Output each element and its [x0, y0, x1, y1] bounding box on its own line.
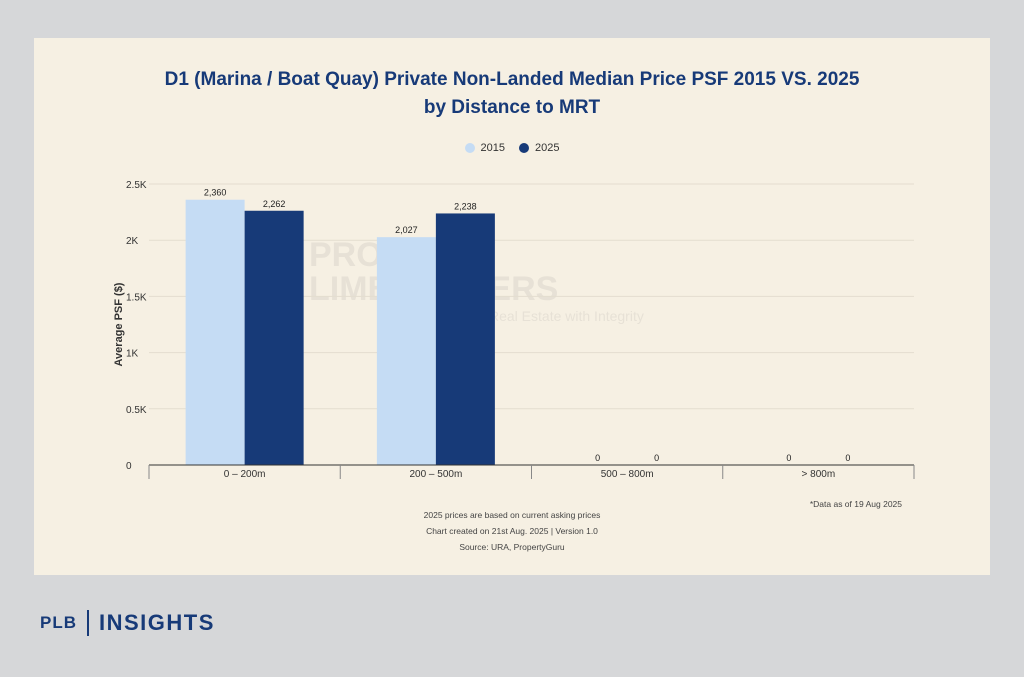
y-tick-label: 0.5K: [126, 405, 147, 416]
bar-2025-0: [244, 210, 304, 465]
x-tick-label: 200 – 500m: [409, 469, 462, 480]
data-label: 0: [845, 453, 850, 463]
y-tick-label: 2K: [126, 236, 139, 247]
legend-swatch-2015: [464, 143, 475, 153]
legend-label-2015: 2015: [480, 142, 505, 154]
chart-title-line2: by Distance to MRT: [423, 97, 601, 118]
data-label: 2,027: [395, 225, 418, 235]
data-label: 2,262: [263, 199, 286, 209]
bar-2015-0: [185, 199, 245, 465]
y-tick-label: 1.5K: [126, 292, 147, 303]
x-tick-label: > 800m: [802, 469, 836, 480]
legend-item-2015[interactable]: 2015: [464, 142, 505, 154]
x-tick-label: 0 – 200m: [224, 469, 266, 480]
data-label: 2,238: [454, 201, 477, 211]
data-label: 2,360: [204, 188, 227, 198]
bar-chart: 0 0.5K 1K 1.5K 2K 2.5K Average PSF ($) 2,360 2,0…: [113, 180, 915, 480]
brand-insights: INSIGHTS: [99, 610, 215, 635]
brand-divider: [87, 610, 89, 636]
data-label: 0: [595, 453, 600, 463]
chart-legend: 2015 2025: [34, 142, 990, 154]
chart-title-line1: D1 (Marina / Boat Quay) Private Non-Land…: [164, 69, 860, 90]
x-tick-label: 500 – 800m: [601, 469, 654, 480]
chart-card: D1 (Marina / Boat Quay) Private Non-Land…: [34, 38, 990, 575]
chart-title: D1 (Marina / Boat Quay) Private Non-Land…: [34, 66, 990, 122]
note-data-as-of: *Data as of 19 Aug 2025: [809, 499, 902, 509]
y-tick-label: 0: [126, 461, 132, 472]
note-asking-prices: 2025 prices are based on current asking …: [423, 510, 601, 520]
legend-swatch-2025: [519, 143, 529, 153]
y-axis-label: Average PSF ($): [113, 282, 125, 366]
bar-2015-1: [376, 237, 436, 465]
note-source: Source: URA, PropertyGuru: [459, 542, 565, 552]
data-label: 0: [654, 453, 659, 463]
y-tick-label: 1K: [126, 349, 139, 360]
brand-plb: PLB: [40, 613, 77, 632]
bar-2025-1: [435, 213, 495, 465]
data-label: 0: [786, 453, 791, 463]
legend-label-2025: 2025: [535, 142, 560, 154]
y-tick-label: 2.5K: [126, 180, 147, 191]
brand-logo: PLB INSIGHTS: [40, 610, 215, 636]
legend-item-2025[interactable]: 2025: [519, 142, 559, 154]
note-chart-created: Chart created on 21st Aug. 2025 | Versio…: [426, 526, 598, 536]
